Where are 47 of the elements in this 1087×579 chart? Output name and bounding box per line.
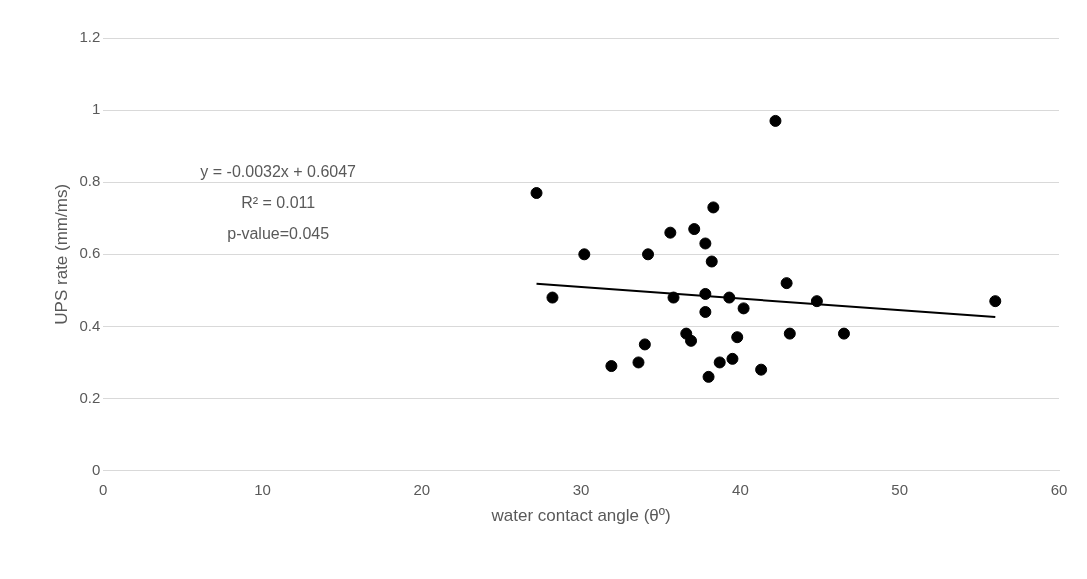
- x-tick-label: 10: [254, 480, 271, 498]
- x-tick-label: 50: [891, 480, 909, 498]
- x-tick-label: 20: [413, 480, 431, 498]
- point: [769, 114, 782, 127]
- annotation: y = -0.0032x + 0.6047: [200, 162, 357, 180]
- point: [783, 327, 796, 340]
- annotation: p-value=0.045: [227, 224, 330, 242]
- y-tick-label: 0: [91, 460, 101, 478]
- point: [705, 255, 718, 268]
- y-tick-label: 1.2: [79, 28, 101, 46]
- point: [702, 370, 715, 383]
- x-tick-label: 40: [732, 480, 749, 498]
- point: [578, 248, 591, 261]
- point: [699, 237, 712, 250]
- y-tick-label: 0.4: [79, 316, 101, 334]
- y-tick-label: 1: [91, 100, 101, 118]
- y-tick-label: 0.6: [79, 244, 101, 262]
- point: [688, 223, 701, 236]
- point: [837, 327, 850, 340]
- point: [699, 287, 712, 300]
- y-tick-label: 0.2: [79, 388, 101, 406]
- point: [642, 248, 655, 261]
- point: [667, 291, 680, 304]
- point: [707, 201, 720, 214]
- point: [737, 302, 750, 315]
- x-tick-label: 30: [572, 480, 590, 498]
- point: [810, 295, 823, 308]
- point: [632, 356, 645, 369]
- point: [780, 277, 793, 290]
- y-tick-label: 0.8: [79, 172, 101, 190]
- point: [755, 363, 768, 376]
- point: [546, 291, 559, 304]
- point: [685, 334, 698, 347]
- point: [605, 360, 618, 373]
- x-tick-label: 60: [1050, 480, 1068, 498]
- x-axis-title: water contact angle (θº): [490, 506, 671, 526]
- point: [713, 356, 726, 369]
- point: [530, 187, 543, 200]
- point: [723, 291, 736, 304]
- point: [989, 295, 1002, 308]
- point: [726, 352, 739, 365]
- point: [699, 305, 712, 318]
- y-axis-title: UPS rate (mm/ms): [51, 183, 71, 325]
- point: [664, 226, 677, 239]
- point: [638, 338, 651, 351]
- annotation: R² = 0.011: [241, 193, 316, 211]
- point: [731, 331, 744, 344]
